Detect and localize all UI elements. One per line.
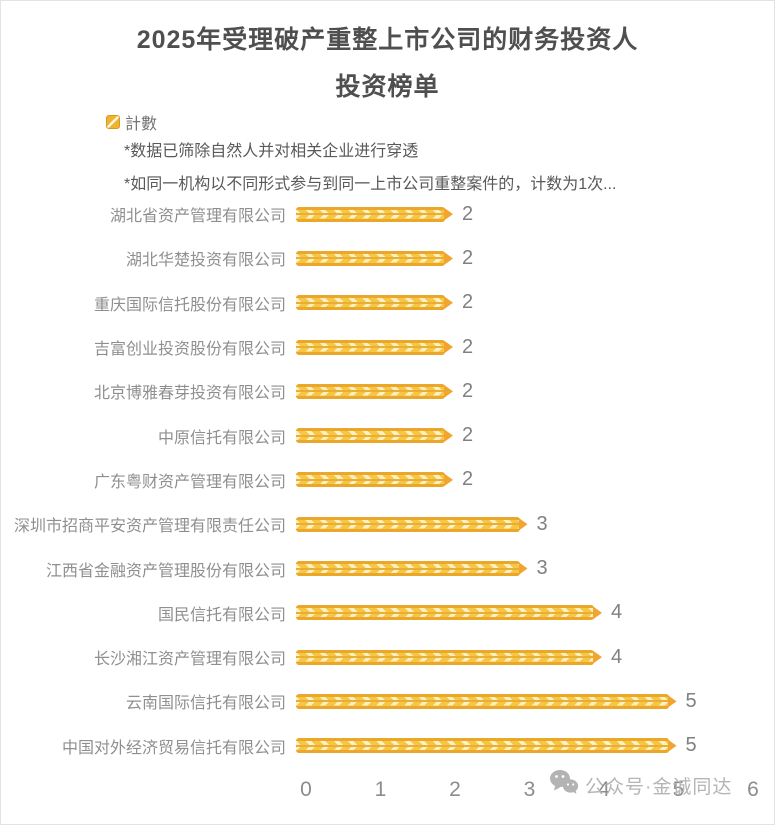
x-axis-tick: 4 (598, 778, 610, 801)
watermark: 公众号·金诚同达 (549, 769, 732, 802)
category-label: 云南国际信托有限公司 (125, 695, 286, 713)
bar (296, 605, 594, 621)
value-label: 2 (462, 468, 474, 491)
value-label: 2 (462, 379, 474, 402)
x-axis: 0 1 2 3 4 5 6 (1, 778, 774, 808)
value-label: 2 (462, 291, 474, 314)
watermark-text: 公众号·金诚同达 (585, 777, 733, 798)
value-label: 4 (611, 601, 623, 624)
bar-row: 北京博雅春芽投资有限公司 2 (1, 369, 774, 413)
note-line-2: *如同一机构以不同形式参与到同一上市公司重整案件的，计数为1次... (124, 176, 617, 193)
value-label: 5 (685, 734, 697, 757)
bar-row: 中国对外经济贸易信托有限公司 5 (1, 724, 774, 768)
category-label: 重庆国际信托股份有限公司 (93, 296, 286, 314)
value-label: 2 (462, 335, 474, 358)
bar-row: 重庆国际信托股份有限公司 2 (1, 281, 774, 325)
bar (296, 428, 445, 444)
bar-row: 湖北华楚投资有限公司 2 (1, 236, 774, 280)
category-label: 广东粤财资产管理有限公司 (93, 473, 286, 491)
bar (296, 516, 520, 532)
chart-notes: *数据已筛除自然人并对相关企业进行穿透 *如同一机构以不同形式参与到同一上市公司… (124, 135, 616, 201)
value-label: 2 (462, 246, 474, 269)
bar-row: 湖北省资产管理有限公司 2 (1, 192, 774, 236)
bar (296, 561, 520, 577)
x-axis-tick: 6 (747, 778, 759, 801)
bar-row: 江西省金融资产管理股份有限公司 3 (1, 546, 774, 590)
bar (296, 295, 445, 311)
legend-swatch-icon (106, 115, 120, 129)
x-axis-tick: 1 (374, 778, 387, 801)
value-label: 4 (611, 645, 623, 668)
bar-row: 深圳市招商平安资产管理有限责任公司 3 (1, 502, 774, 546)
bar (296, 206, 445, 222)
category-label: 中原信托有限公司 (157, 429, 286, 447)
value-label: 2 (462, 202, 474, 225)
bar (296, 472, 445, 488)
category-label: 长沙湘江资产管理有限公司 (93, 651, 286, 669)
value-label: 3 (536, 512, 548, 535)
chart-title-line2: 投资榜单 (335, 73, 440, 101)
bar-row: 国民信托有限公司 4 (1, 591, 774, 635)
category-label: 国民信托有限公司 (157, 606, 286, 624)
legend-label: 計數 (125, 116, 158, 133)
note-line-1: *数据已筛除自然人并对相关企业进行穿透 (124, 143, 419, 160)
category-label: 深圳市招商平安资产管理有限责任公司 (13, 518, 286, 536)
category-label: 湖北省资产管理有限公司 (109, 208, 286, 226)
bar-row: 广东粤财资产管理有限公司 2 (1, 458, 774, 502)
value-label: 3 (536, 557, 548, 580)
bar-rows: 湖北省资产管理有限公司 2 湖北华楚投资有限公司 2 重庆国际信托股份有限公司 2 吉富创业… (1, 192, 774, 768)
x-axis-tick: 3 (523, 778, 536, 801)
legend: 計數 (106, 110, 157, 134)
bar (296, 250, 445, 266)
category-label: 北京博雅春芽投资有限公司 (93, 385, 286, 403)
bar-row: 长沙湘江资产管理有限公司 4 (1, 635, 774, 679)
category-label: 湖北华楚投资有限公司 (125, 252, 286, 270)
bar-row: 吉富创业投资股份有限公司 2 (1, 325, 774, 369)
bar (296, 738, 669, 754)
chart-title-line1: 2025年受理破产重整上市公司的财务投资人 (136, 26, 639, 54)
bar (296, 649, 594, 665)
x-axis-tick: 0 (300, 778, 312, 801)
bar (296, 339, 445, 355)
bar-row: 中原信托有限公司 2 (1, 413, 774, 457)
category-label: 江西省金融资产管理股份有限公司 (45, 562, 286, 580)
category-label: 中国对外经济贸易信托有限公司 (61, 739, 286, 757)
chart-title: 2025年受理破产重整上市公司的财务投资人 投资榜单 (1, 1, 774, 111)
bar (296, 383, 445, 399)
value-label: 2 (462, 424, 474, 447)
category-label: 吉富创业投资股份有限公司 (93, 341, 286, 359)
bar (296, 693, 669, 709)
x-axis-tick: 2 (449, 778, 461, 801)
bar-row: 云南国际信托有限公司 5 (1, 679, 774, 723)
x-axis-tick: 5 (672, 778, 685, 801)
wechat-icon (549, 769, 579, 802)
value-label: 5 (685, 689, 697, 712)
